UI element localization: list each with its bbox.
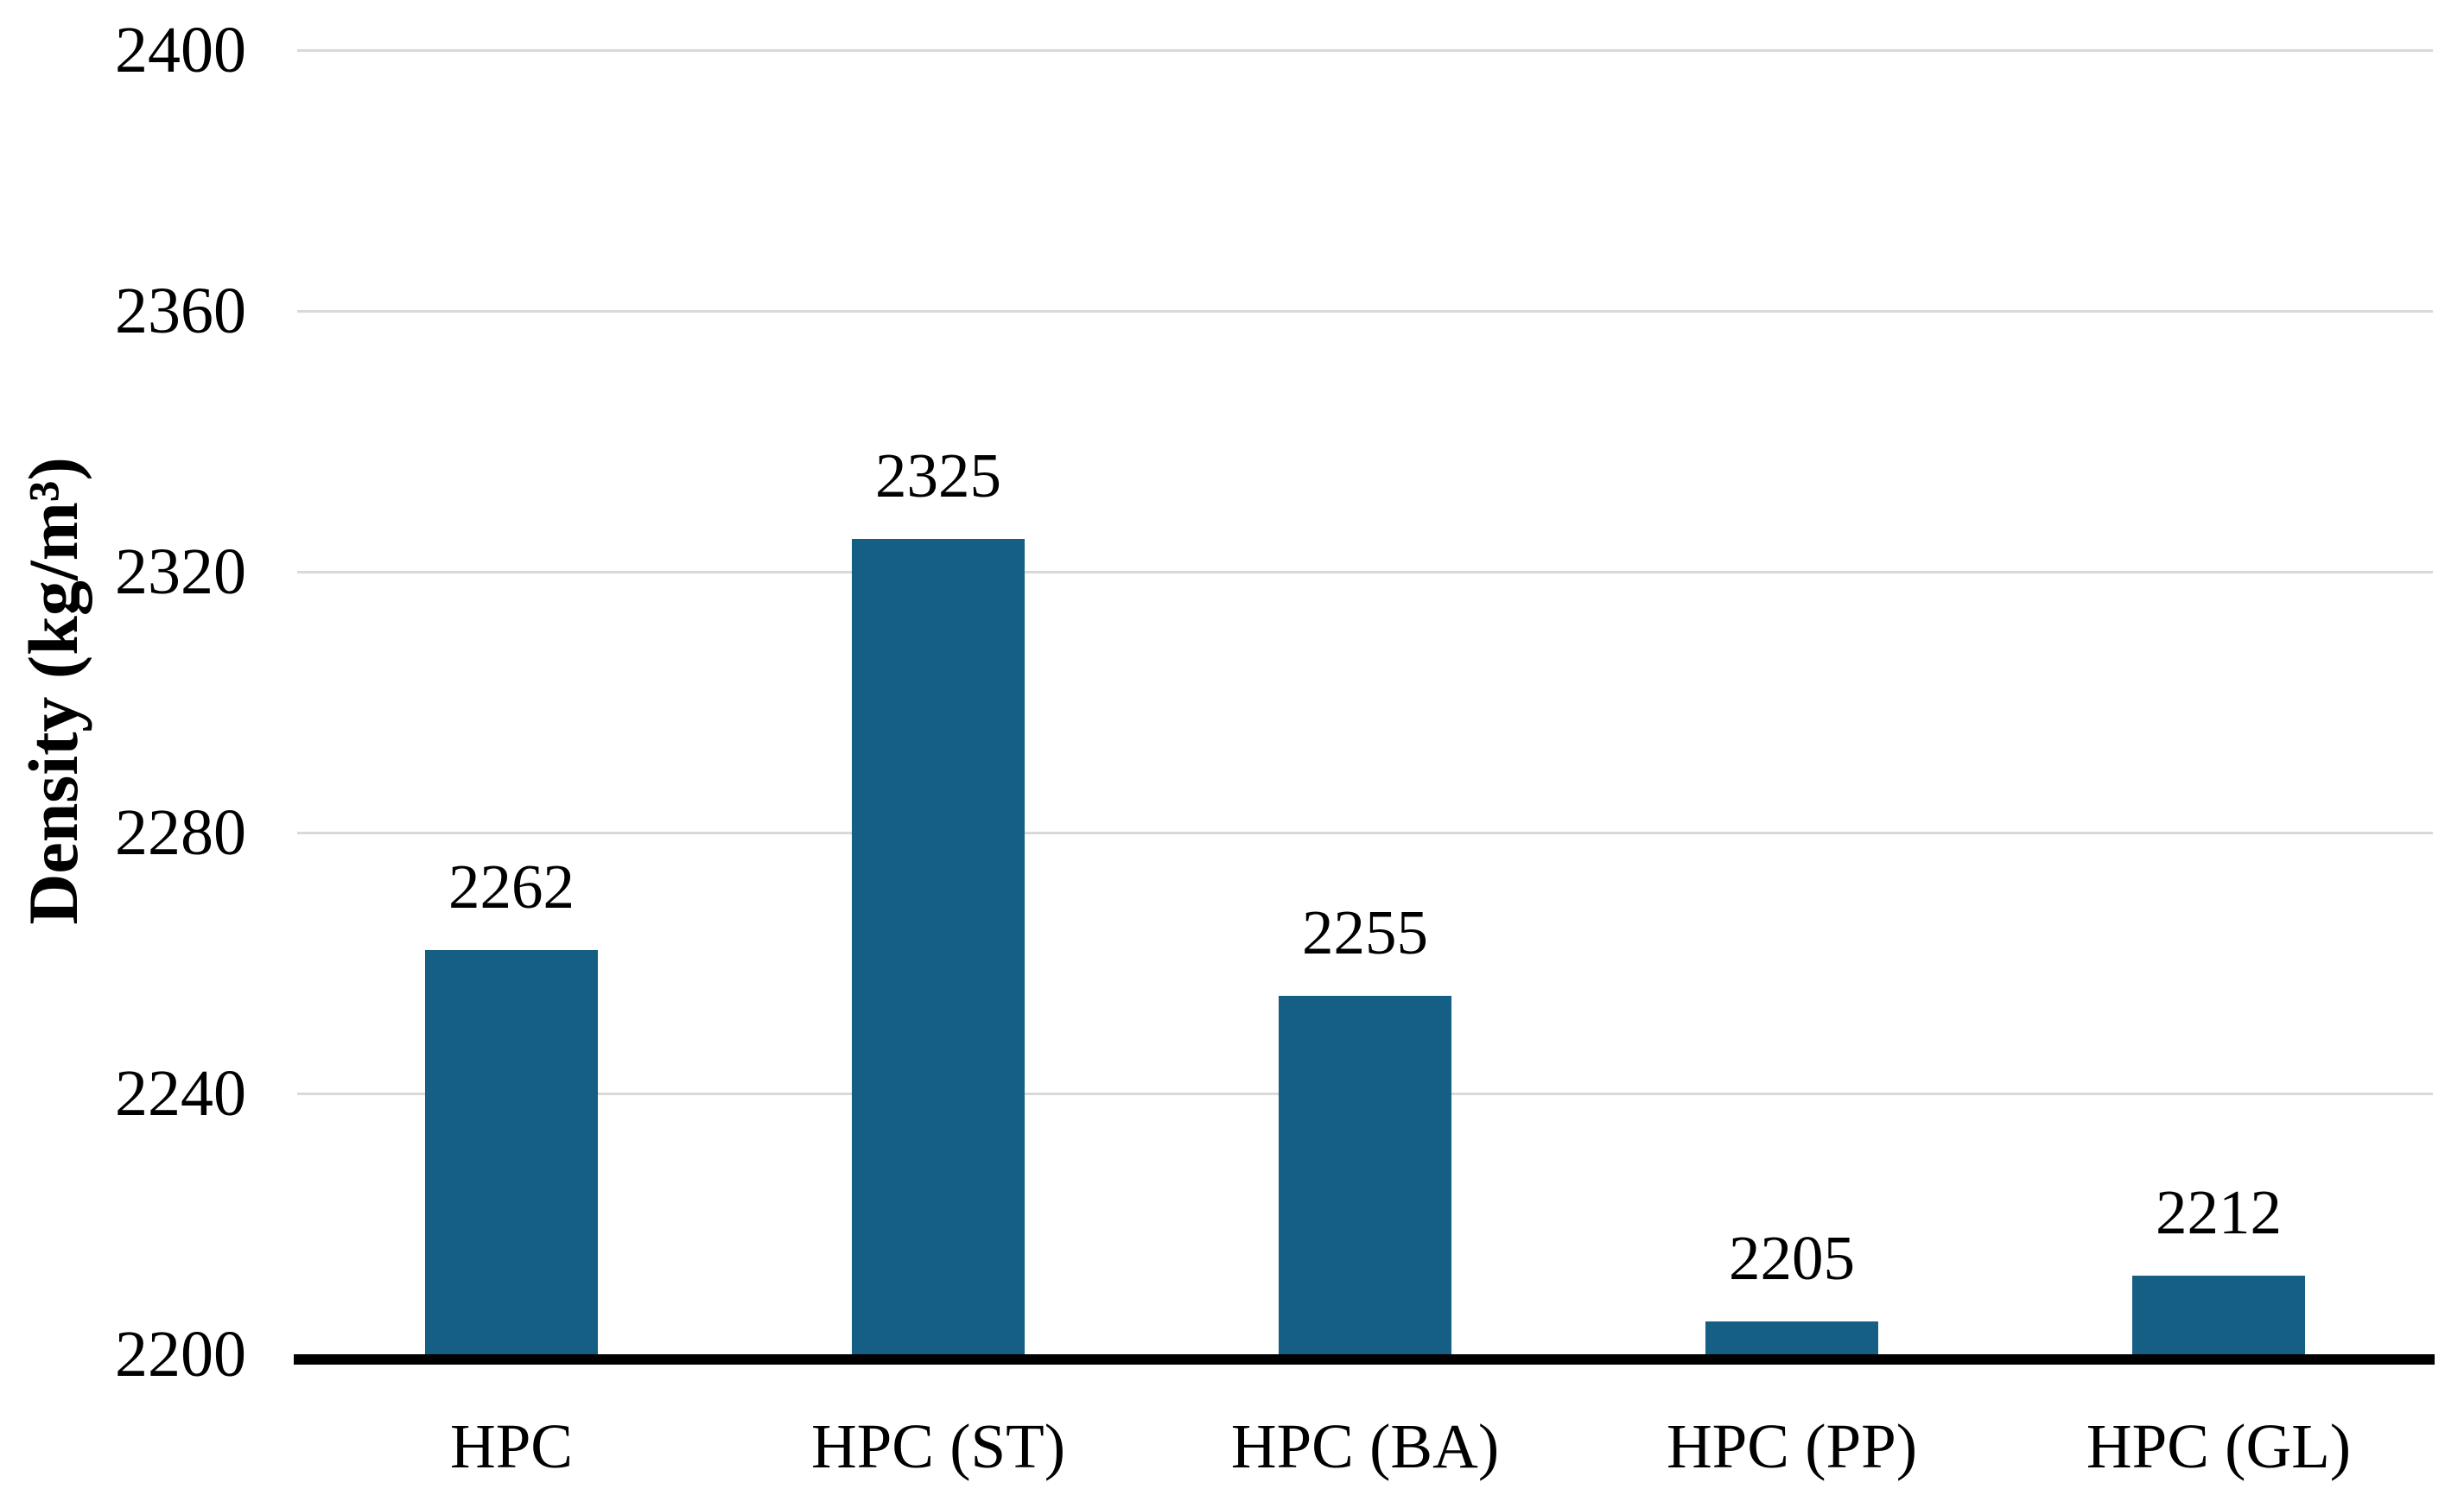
y-tick-label-2400: 2400 xyxy=(115,14,246,86)
bar-hpc-pp xyxy=(1705,1321,1878,1354)
y-axis-title: Density (kg/m³) xyxy=(14,457,92,925)
gridline-2320 xyxy=(297,571,2433,573)
y-tick-label-2240: 2240 xyxy=(115,1057,246,1130)
x-category-label: HPC (PP) xyxy=(1666,1411,1918,1481)
bar-value-label: 2325 xyxy=(875,440,1001,511)
y-tick-label-2320: 2320 xyxy=(115,535,246,608)
y-tick-label-2360: 2360 xyxy=(115,275,246,347)
gridline-2360 xyxy=(297,310,2433,313)
x-category-label: HPC (ST) xyxy=(810,1411,1066,1481)
bar-value-label: 2212 xyxy=(2156,1177,2282,1248)
bar-hpc xyxy=(425,949,598,1354)
x-category-label: HPC xyxy=(449,1411,573,1481)
x-category-label: HPC (GL) xyxy=(2086,1411,2352,1481)
gridline-2400 xyxy=(297,49,2433,52)
x-axis-line xyxy=(294,1354,2435,1365)
y-tick-label-2280: 2280 xyxy=(115,796,246,869)
bar-hpc-gl xyxy=(2132,1276,2305,1354)
y-tick-label-2200: 2200 xyxy=(115,1318,246,1391)
gridline-2280 xyxy=(297,832,2433,834)
bar-value-label: 2255 xyxy=(1302,897,1428,967)
x-category-label: HPC (BA) xyxy=(1230,1411,1500,1481)
bar-hpc-ba xyxy=(1279,995,1451,1354)
bar-value-label: 2262 xyxy=(448,851,575,922)
bar-hpc-st xyxy=(852,539,1025,1354)
bar-value-label: 2205 xyxy=(1729,1223,1855,1294)
